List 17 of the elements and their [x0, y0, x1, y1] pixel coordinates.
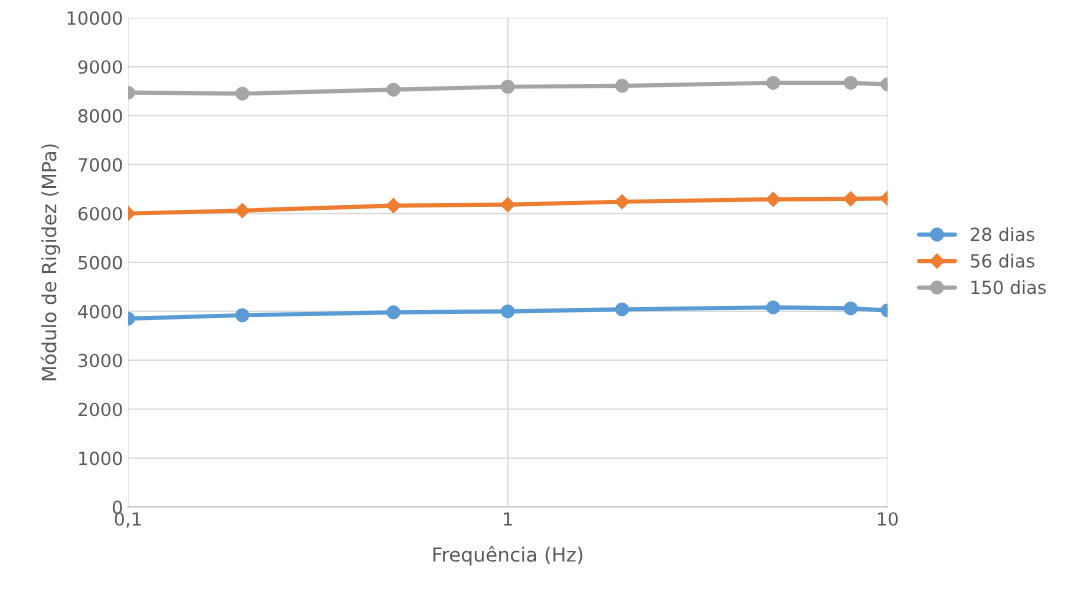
legend-label: 56 dias [970, 253, 1035, 268]
y-tick-label: 5000 [78, 255, 122, 270]
legend-label: 150 dias [971, 280, 1046, 295]
y-tick-label: 3000 [78, 353, 122, 368]
y-tick-label: 2000 [78, 402, 122, 417]
y-tick-label: 7000 [78, 158, 122, 172]
y-tick-label: 4000 [78, 304, 122, 319]
x-tick-label: 10 [878, 512, 898, 526]
legend-label: 28 dias [970, 227, 1035, 242]
x-axis-title: Frequência (Hz) [433, 546, 583, 566]
y-tick-label: 1000 [79, 451, 122, 466]
y-tick-label: 10000 [67, 11, 122, 25]
y-tick-label: 6000 [78, 206, 122, 221]
y-tick-label: 9000 [78, 60, 122, 74]
y-tick-label: 8000 [78, 109, 122, 123]
y-axis-title: Módulo de Rigidez (MPa) [40, 144, 61, 381]
x-tick-label: 1 [504, 512, 512, 526]
